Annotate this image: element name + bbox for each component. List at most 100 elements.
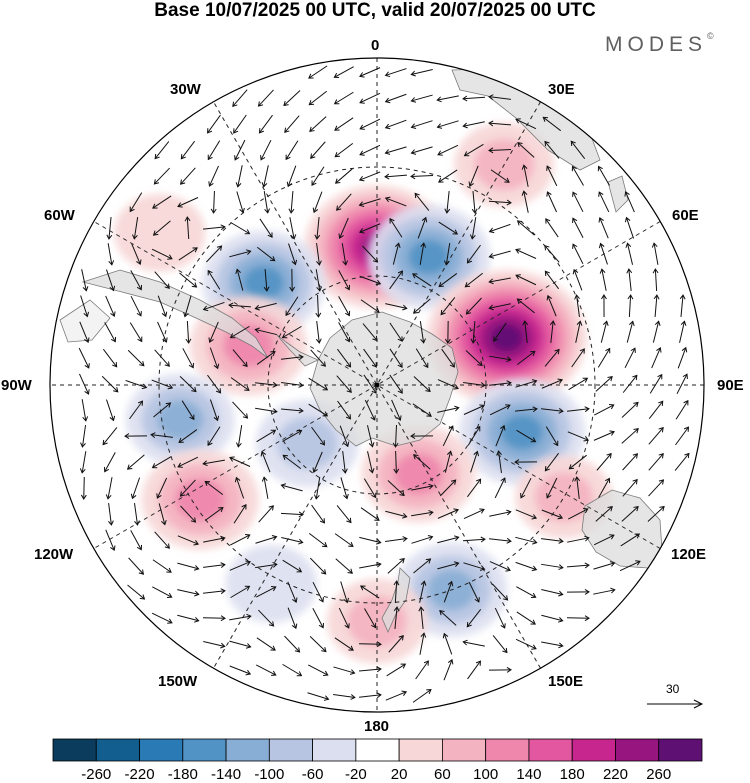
anomaly-neg-150w	[225, 545, 317, 623]
wind-arrow	[490, 169, 510, 183]
wind-arrow	[340, 581, 349, 604]
wind-arrow	[440, 297, 456, 316]
wind-arrow	[106, 399, 116, 422]
wind-arrow	[466, 608, 482, 628]
wind-arrow	[255, 535, 278, 544]
wind-arrow	[462, 639, 485, 647]
wind-arrow	[255, 664, 277, 676]
wind-arrow	[439, 479, 457, 497]
wind-arrow	[488, 147, 512, 154]
wind-arrow	[384, 93, 407, 104]
wind-arrow	[649, 373, 663, 394]
wind-arrow	[236, 191, 245, 214]
wind-arrow	[626, 268, 633, 291]
wind-arrow	[546, 165, 558, 187]
wind-arrow	[488, 223, 511, 234]
wind-arrow	[130, 295, 142, 317]
wind-arrow	[80, 425, 87, 448]
wind-arrow	[255, 381, 278, 388]
wind-arrow	[311, 504, 325, 524]
wind-arrow	[385, 690, 408, 701]
wind-arrow	[601, 294, 607, 318]
lat-lon-grid	[50, 58, 704, 712]
wind-arrow	[437, 379, 459, 390]
wind-arrow	[359, 92, 381, 104]
wind-arrow	[333, 694, 356, 700]
colorbar-swatch	[658, 738, 703, 762]
wind-arrow	[179, 167, 196, 185]
wind-arrow	[208, 321, 219, 343]
wind-arrow	[179, 376, 197, 393]
colorbar-tick-label: -180	[167, 766, 198, 783]
land-masses	[59, 67, 663, 633]
wind-arrow	[622, 478, 638, 497]
wind-arrow	[566, 562, 590, 569]
wind-arrow	[546, 477, 558, 499]
wind-arrow	[333, 66, 354, 79]
wind-arrow	[496, 450, 502, 473]
madagascar-shape	[607, 175, 629, 213]
wind-arrow	[281, 536, 304, 545]
wind-arrow	[541, 641, 564, 649]
wind-arrow	[444, 191, 451, 214]
wind-arrow	[596, 452, 612, 471]
wind-arrow	[393, 580, 400, 604]
wind-arrow	[134, 503, 140, 526]
wind-arrow	[315, 269, 323, 292]
wind-arrow	[316, 243, 322, 266]
wind-arrow	[410, 433, 434, 440]
wind-arrow	[574, 476, 581, 499]
wind-arrow	[544, 270, 560, 290]
wind-arrow	[124, 433, 148, 440]
wind-arrow	[362, 245, 379, 263]
wind-arrow	[384, 196, 407, 207]
wind-arrow	[284, 635, 301, 653]
wind-arrow	[415, 348, 429, 369]
wind-arrow	[489, 355, 512, 363]
wind-arrow	[183, 295, 192, 318]
wind-arrow	[206, 245, 223, 263]
wind-arrow	[333, 91, 354, 105]
wind-arrow	[178, 429, 198, 444]
wind-arrow	[488, 277, 511, 285]
wind-arrow	[229, 613, 252, 621]
wind-arrow	[130, 530, 143, 551]
wind-arrow	[180, 140, 196, 160]
wind-arrow	[444, 320, 451, 344]
wind-arrow	[307, 692, 330, 701]
wind-arrow	[414, 192, 430, 211]
wind-arrow	[393, 606, 400, 629]
wind-arrow	[442, 425, 454, 447]
wind-arrow	[281, 325, 302, 339]
colorbar-tick-label: -260	[81, 766, 112, 783]
wind-arrow	[418, 606, 425, 629]
wind-arrow	[203, 562, 226, 568]
wind-arrow	[258, 609, 275, 627]
wind-arrow	[571, 165, 584, 186]
colorbar-swatch	[225, 738, 270, 762]
lon-label-0: 0	[371, 37, 380, 54]
wind-arrow	[621, 401, 639, 418]
wind-arrow	[364, 608, 377, 629]
wind-arrow	[567, 431, 590, 442]
wind-arrow	[334, 117, 354, 131]
wind-arrow	[471, 191, 478, 214]
wind-arrow	[154, 141, 170, 160]
wind-arrow	[280, 511, 304, 518]
lon-label-90w: 90W	[1, 377, 32, 394]
wind-arrow	[308, 532, 328, 548]
wind-arrow	[263, 191, 271, 214]
wind-arrow	[235, 425, 243, 448]
wind-arrow	[495, 424, 506, 447]
wind-arrow	[575, 320, 583, 343]
wind-arrow	[598, 242, 608, 265]
wind-arrow	[334, 142, 354, 158]
wind-arrow	[546, 294, 557, 317]
colorbar-swatch	[571, 738, 616, 762]
wind-arrow	[541, 614, 564, 623]
wind-arrow	[515, 509, 538, 520]
wind-arrow	[385, 510, 408, 519]
wind-arrow	[384, 119, 407, 130]
wind-arrow	[410, 94, 433, 103]
anomaly-pos-150e	[361, 425, 476, 523]
